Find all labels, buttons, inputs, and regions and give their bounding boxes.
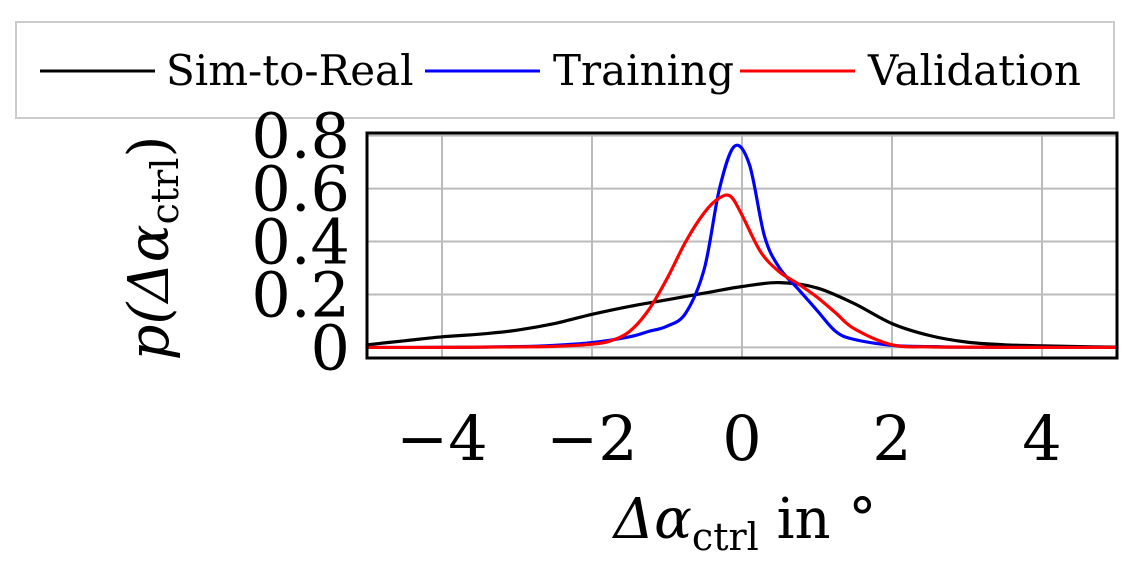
x-tick-label: −4 <box>396 402 487 475</box>
y-axis-label-main: p(Δα <box>117 224 182 360</box>
x-tick-label: 4 <box>1022 402 1061 475</box>
x-tick-label: 0 <box>722 402 761 475</box>
x-axis-label-sub: ctrl <box>692 515 759 559</box>
series-lines <box>365 143 1119 350</box>
x-axis-label: Δαctrl in ° <box>612 487 877 559</box>
tick-labels: −4 −2 0 2 400.20.40.60.8 <box>251 100 1061 475</box>
y-tick-label: 0.2 <box>251 258 350 331</box>
legend-label-training: Training <box>553 46 734 95</box>
series-line-validation <box>365 193 1119 350</box>
legend-label-sim-to-real: Sim-to-Real <box>166 46 414 95</box>
x-axis-label-suffix: in ° <box>759 487 877 552</box>
legend: Sim-to-Real Training Validation <box>15 21 1115 119</box>
x-axis-label-main: Δα <box>612 487 692 552</box>
x-tick-label: −2 <box>546 402 637 475</box>
series-line-sim-to-real <box>365 280 1119 349</box>
y-tick-label: 0.8 <box>251 100 350 173</box>
y-axis-label-sub: ctrl <box>143 158 187 225</box>
y-axis-label: p(Δαctrl) <box>117 136 187 361</box>
y-tick-label: 0 <box>311 311 350 384</box>
legend-box <box>15 21 1115 119</box>
y-tick-label: 0.4 <box>251 206 350 279</box>
x-tick-label: 2 <box>872 402 911 475</box>
grid <box>367 133 1117 358</box>
legend-label-validation: Validation <box>867 46 1081 95</box>
y-axis-label-suffix: ) <box>117 136 182 158</box>
y-tick-label: 0.6 <box>251 153 350 226</box>
plot-frame <box>365 131 1119 360</box>
